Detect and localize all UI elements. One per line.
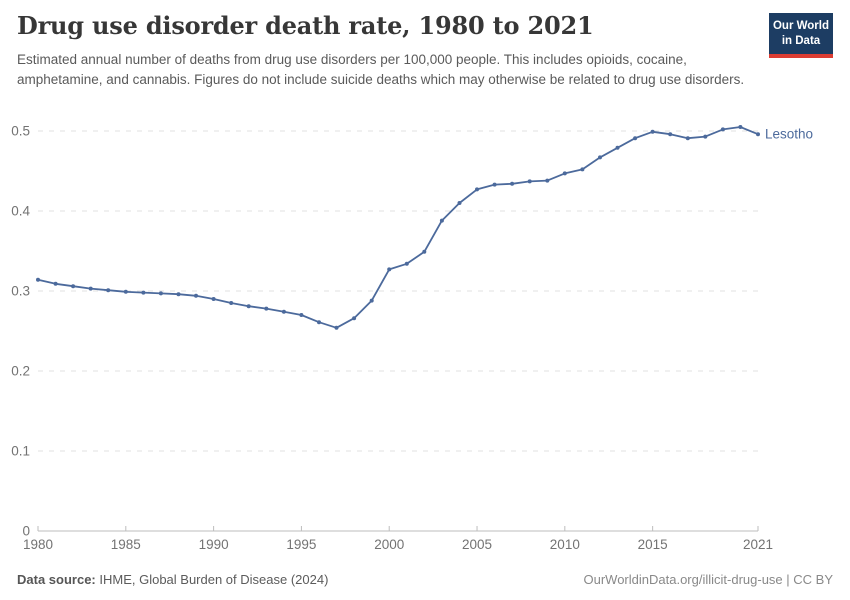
data-point[interactable] xyxy=(211,297,216,301)
data-point[interactable] xyxy=(738,125,743,129)
y-axis-tick-label: 0.5 xyxy=(11,124,30,139)
data-point[interactable] xyxy=(633,136,638,141)
x-axis-tick-label: 1985 xyxy=(111,537,141,552)
owid-url-license[interactable]: OurWorldinData.org/illicit-drug-use | CC… xyxy=(583,572,834,587)
data-point[interactable] xyxy=(88,286,93,291)
data-point[interactable] xyxy=(439,218,444,223)
owid-logo[interactable]: Our World in Data xyxy=(769,13,833,58)
data-source-label: Data source: xyxy=(17,572,96,587)
data-point[interactable] xyxy=(264,306,269,311)
x-axis-tick-label: 2010 xyxy=(550,537,580,552)
data-source-text: IHME, Global Burden of Disease (2024) xyxy=(95,572,329,587)
data-point[interactable] xyxy=(123,289,128,294)
data-point[interactable] xyxy=(194,293,198,298)
data-point[interactable] xyxy=(352,316,357,321)
data-point[interactable] xyxy=(317,320,321,325)
data-point[interactable] xyxy=(562,171,567,176)
y-axis-tick-label: 0.1 xyxy=(11,444,30,459)
data-point[interactable] xyxy=(422,249,427,254)
series-label-lesotho[interactable]: Lesotho xyxy=(765,127,813,142)
data-point[interactable] xyxy=(404,261,409,266)
data-point[interactable] xyxy=(141,290,146,295)
series-line-lesotho[interactable] xyxy=(37,126,759,329)
data-point[interactable] xyxy=(457,201,462,205)
data-point[interactable] xyxy=(615,145,620,150)
data-point[interactable] xyxy=(369,298,374,303)
owid-logo-line1: Our World xyxy=(772,20,829,32)
x-axis-tick-label: 1990 xyxy=(199,537,229,552)
y-axis-tick-label: 0 xyxy=(22,524,30,539)
data-point[interactable] xyxy=(176,292,181,297)
y-axis-tick-label: 0.3 xyxy=(11,284,30,299)
page-title: Drug use disorder death rate, 1980 to 20… xyxy=(17,11,594,40)
data-point[interactable] xyxy=(246,304,251,309)
chart-subtitle: Estimated annual number of deaths from d… xyxy=(17,51,745,87)
data-point[interactable] xyxy=(545,178,550,183)
data-point[interactable] xyxy=(720,127,725,132)
data-point[interactable] xyxy=(229,301,234,305)
data-point[interactable] xyxy=(36,277,40,282)
data-point[interactable] xyxy=(668,132,673,137)
x-axis-tick-label: 2005 xyxy=(462,537,492,552)
chart-header: Drug use disorder death rate, 1980 to 20… xyxy=(17,11,757,89)
x-axis-tick-label: 1995 xyxy=(286,537,316,552)
data-point[interactable] xyxy=(756,132,760,137)
data-point[interactable] xyxy=(158,291,163,296)
data-point[interactable] xyxy=(650,129,655,134)
data-point[interactable] xyxy=(334,325,339,330)
x-axis-tick-label: 2021 xyxy=(743,537,773,552)
data-point[interactable] xyxy=(492,182,497,187)
data-point[interactable] xyxy=(299,313,304,317)
data-point[interactable] xyxy=(53,281,58,286)
data-point[interactable] xyxy=(510,181,515,186)
data-point[interactable] xyxy=(703,134,708,139)
y-axis-tick-label: 0.4 xyxy=(11,204,30,219)
data-point[interactable] xyxy=(580,167,585,172)
data-point[interactable] xyxy=(106,288,111,293)
data-source: Data source: IHME, Global Burden of Dise… xyxy=(17,572,328,587)
data-point[interactable] xyxy=(685,136,690,141)
chart-footer: Data source: IHME, Global Burden of Dise… xyxy=(17,572,833,587)
y-axis-tick-label: 0.2 xyxy=(11,364,30,379)
data-point[interactable] xyxy=(598,155,602,160)
owid-logo-line2: in Data xyxy=(781,34,821,47)
x-axis-tick-label: 1980 xyxy=(23,537,53,552)
x-axis-tick-label: 2000 xyxy=(374,537,404,552)
x-axis-tick-label: 2015 xyxy=(638,537,668,552)
data-point[interactable] xyxy=(475,187,479,192)
data-point[interactable] xyxy=(71,284,76,289)
data-point[interactable] xyxy=(527,179,532,184)
data-point[interactable] xyxy=(281,309,286,314)
data-point[interactable] xyxy=(387,267,392,272)
